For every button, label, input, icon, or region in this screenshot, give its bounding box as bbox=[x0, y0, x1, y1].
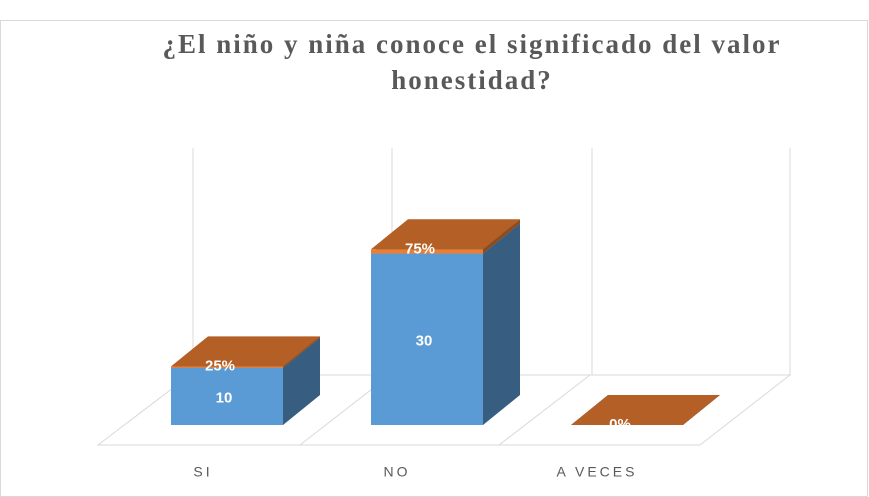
bar-front bbox=[171, 367, 283, 425]
bar-top bbox=[371, 219, 520, 250]
data-label: 25% bbox=[205, 357, 235, 374]
bar-front bbox=[171, 366, 283, 368]
bar-side bbox=[483, 219, 520, 254]
x-tick-label: NO bbox=[384, 464, 411, 480]
data-label: 75% bbox=[405, 240, 435, 257]
bar-side bbox=[283, 336, 320, 368]
data-label: 30 bbox=[416, 332, 433, 349]
bar-front bbox=[371, 249, 483, 254]
bar-segment bbox=[171, 336, 320, 368]
bar-segment bbox=[371, 219, 520, 254]
x-tick-label: A VECES bbox=[557, 464, 638, 480]
chart-title: ¿El niño y niña conoce el significado de… bbox=[162, 29, 782, 95]
floor-divider bbox=[498, 374, 591, 446]
bar-front bbox=[371, 253, 483, 425]
bar-side bbox=[483, 223, 520, 425]
bar-segment bbox=[371, 223, 520, 425]
bar-top bbox=[171, 336, 320, 367]
data-label: 0% bbox=[609, 416, 631, 433]
data-label: 10 bbox=[216, 389, 233, 406]
x-tick-label: SI bbox=[193, 464, 212, 480]
bar-side bbox=[283, 337, 320, 425]
bar-segment bbox=[571, 395, 720, 425]
bar-top bbox=[571, 395, 720, 425]
